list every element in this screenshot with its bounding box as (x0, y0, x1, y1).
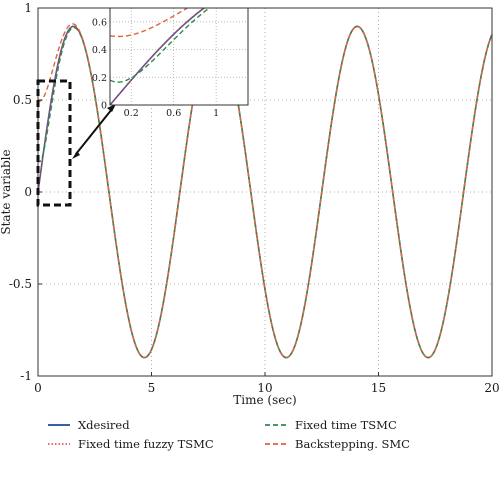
inset-y-tick-label: 0.4 (92, 45, 107, 56)
x-tick-label: 20 (484, 381, 499, 395)
inset-chart: 0.2 0.6 1 0 0.2 0.4 0.6 (92, 7, 249, 119)
inset-y-tick-label: 0 (101, 101, 107, 112)
inset-background (110, 8, 248, 105)
inset-series-line-fixed-time-fuzzy-tsmc (110, 8, 206, 105)
inset-grid (110, 8, 248, 105)
inset-series-line-backstepping-smc (110, 8, 189, 38)
y-axis-label: State variable (0, 149, 13, 234)
inset-y-tick-label: 0.2 (92, 73, 107, 84)
main-grid (38, 8, 492, 376)
inset-series-line-fixed-time-tsmc (110, 8, 211, 83)
x-tick-label: 5 (148, 381, 156, 395)
legend: Xdesired Fixed time fuzzy TSMC Fixed tim… (48, 418, 410, 451)
inset-frame (109, 7, 249, 106)
main-series-group (37, 23, 493, 359)
x-tick-label: 0 (34, 381, 42, 395)
inset-tick-labels: 0.2 0.6 1 0 0.2 0.4 0.6 (92, 17, 219, 119)
main-tick-labels: 0 5 10 15 20-1-0.500.51 (9, 1, 500, 395)
y-tick-label: 0 (24, 185, 32, 199)
y-tick-label: -1 (20, 369, 32, 383)
zoom-arrow (72, 104, 116, 159)
y-tick-label: 0.5 (13, 93, 32, 107)
y-tick-label: 1 (24, 1, 32, 15)
x-axis-label: Time (sec) (233, 393, 296, 407)
legend-label-xdesired: Xdesired (78, 418, 130, 432)
x-tick-label: 15 (371, 381, 386, 395)
inset-x-tick-label: 1 (213, 108, 219, 119)
inset-series-group (110, 8, 211, 105)
y-tick-label: -0.5 (9, 277, 32, 291)
inset-y-tick-label: 0.6 (92, 17, 107, 28)
legend-label-tsmc: Fixed time TSMC (295, 418, 397, 432)
legend-label-backstepping-smc: Backstepping. SMC (295, 437, 410, 451)
series-line-backstepping-smc (37, 23, 493, 359)
legend-label-fuzzy-tsmc: Fixed time fuzzy TSMC (78, 437, 214, 451)
zoom-region-box (36, 79, 72, 207)
inset-x-tick-label: 0.6 (166, 108, 181, 119)
inset-x-tick-label: 0.2 (124, 108, 139, 119)
x-tick-label: 10 (257, 381, 272, 395)
